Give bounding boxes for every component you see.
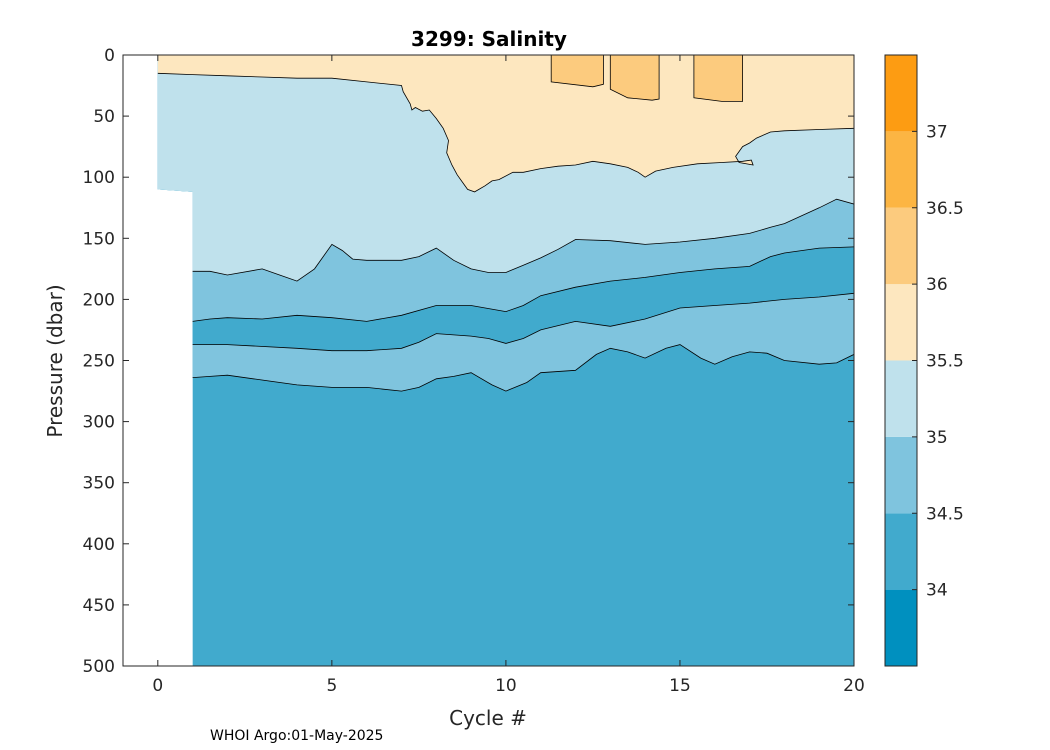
salinity-patch-1 [550, 55, 604, 88]
y-tick-label: 350 [83, 474, 115, 494]
y-tick-label: 250 [83, 352, 115, 372]
x-axis: 0 5 10 15 20 [152, 55, 865, 696]
colorbar-segment [885, 207, 917, 285]
colorbar-segment [885, 436, 917, 514]
colorbar: 34 34.5 35 35.5 36 36.5 37 [884, 54, 964, 667]
contour-lines [157, 72, 854, 392]
contour-line-5 [192, 344, 854, 392]
colorbar-tick-label: 37 [926, 122, 948, 142]
y-tick-label: 450 [83, 596, 115, 616]
x-tick-label: 0 [152, 676, 163, 696]
salinity-patch-3 [693, 55, 743, 102]
contour-line-4 [192, 292, 854, 352]
colorbar-tick-label: 34.5 [926, 504, 964, 524]
colorbar-segment [885, 284, 917, 361]
colorbar-tick-label: 35 [926, 428, 948, 448]
salinity-patch-2 [609, 55, 660, 101]
y-tick-label: 300 [83, 413, 115, 433]
x-tick-label: 5 [326, 676, 337, 696]
colorbar-tick-label: 35.5 [926, 352, 964, 372]
colorbar-segment [885, 55, 917, 132]
colorbar-tick-label: 36.5 [926, 199, 964, 219]
y-tick-label: 50 [93, 107, 115, 127]
contour-line-1 [157, 72, 854, 193]
colorbar-segment [885, 360, 917, 437]
colorbar-tick-label: 36 [926, 275, 948, 295]
colorbar-segment [885, 131, 917, 208]
y-tick-label: 0 [104, 46, 115, 66]
x-tick-label: 15 [669, 676, 691, 696]
colorbar-segment [885, 513, 917, 590]
y-tick-label: 400 [83, 535, 115, 555]
footer-credit: WHOI Argo:01-May-2025 [210, 728, 383, 744]
colorbar-segment [885, 589, 917, 666]
y-tick-label: 150 [83, 229, 115, 249]
y-tick-label: 200 [83, 290, 115, 310]
y-tick-label: 500 [83, 657, 115, 677]
y-axis: 0 50 100 150 200 250 300 350 400 450 500 [83, 46, 854, 677]
contour-line-3 [192, 246, 854, 322]
x-tick-label: 10 [495, 676, 517, 696]
colorbar-tick-label: 34 [926, 581, 948, 601]
x-tick-label: 20 [843, 676, 865, 696]
y-tick-label: 100 [83, 168, 115, 188]
x-axis-label: Cycle # [449, 706, 527, 730]
contour-line-2 [192, 198, 854, 282]
chart-title: 3299: Salinity [411, 27, 567, 51]
data-region [157, 55, 854, 666]
y-axis-label: Pressure (dbar) [43, 284, 67, 437]
contour-fills [157, 55, 854, 666]
